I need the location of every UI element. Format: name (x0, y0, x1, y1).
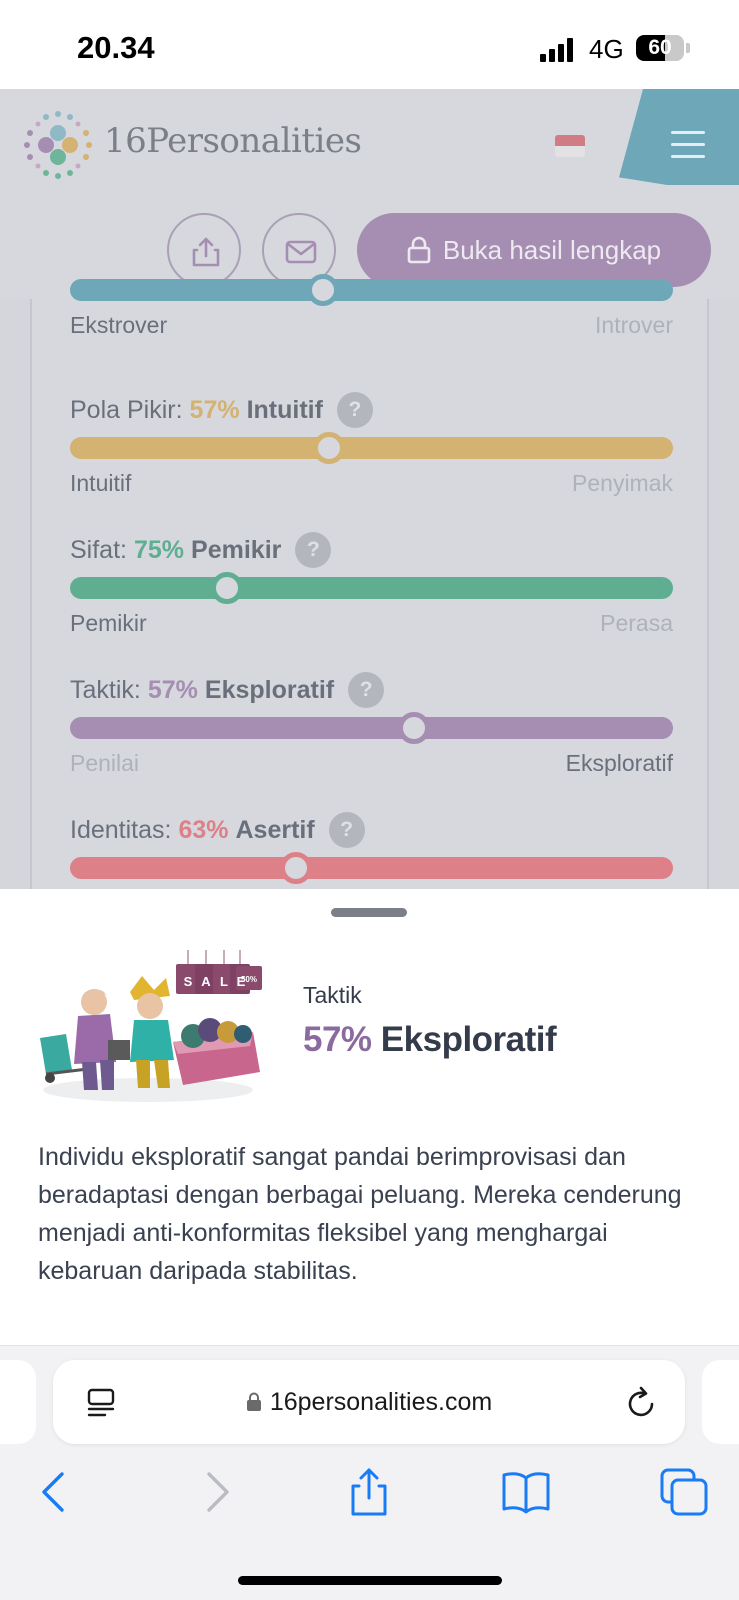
trait-left-label: Penilai (70, 750, 140, 776)
trait-right-label: Penyimak (572, 470, 673, 496)
lock-icon (407, 236, 431, 264)
trait-title: Sifat: 75% Pemikir ? (70, 532, 332, 568)
hamburger-menu-icon[interactable] (671, 131, 705, 159)
signal-icon (540, 38, 576, 62)
sale-letter: L (220, 974, 228, 989)
traits-card: Ekstrover Introver Pola Pikir: 57% Intui… (30, 274, 709, 889)
address-bar[interactable]: 16personalities.com (53, 1360, 685, 1444)
language-flag-icon[interactable] (555, 135, 585, 157)
trait-bar (70, 274, 673, 306)
back-icon[interactable] (30, 1466, 82, 1518)
trait-title: Identitas: 63% Asertif ? (70, 812, 365, 848)
trait-title-label: Pola Pikir: (70, 395, 183, 424)
logo-text[interactable]: 16Personalities (104, 121, 362, 161)
trait-bar (70, 572, 673, 604)
trait-detail-sheet: S A L E 50% Taktik 57% Eksploratif (0, 890, 739, 1346)
trait-knob[interactable] (280, 852, 313, 884)
help-icon[interactable]: ? (328, 812, 365, 848)
sheet-grabber[interactable] (331, 908, 407, 917)
share-button[interactable] (167, 213, 241, 287)
sheet-trait-name: Eksploratif (380, 1020, 557, 1059)
trait-left-label: Pemikir (70, 610, 147, 636)
trait-name: Intuitif (246, 395, 323, 424)
status-bar: 20.34 4G 60 (0, 0, 739, 89)
page-menu-icon[interactable] (85, 1387, 117, 1419)
trait-knob[interactable] (210, 572, 243, 604)
logo-icon[interactable] (22, 109, 94, 181)
sheet-label: Taktik (303, 982, 362, 1008)
unlock-full-results-button[interactable]: Buka hasil lengkap (357, 213, 711, 287)
trait-knob[interactable] (397, 712, 430, 744)
trait-title: Pola Pikir: 57% Intuitif ? (70, 392, 373, 428)
next-tab-preview[interactable] (702, 1360, 739, 1444)
trait-left-label: Ekstrover (70, 312, 168, 338)
status-time: 20.34 (77, 30, 155, 65)
lock-icon (246, 1392, 261, 1411)
sheet-heading: 57% Eksploratif (303, 1020, 557, 1060)
sheet-description: Individu eksploratif sangat pandai berim… (38, 1143, 682, 1285)
share-icon (192, 237, 220, 267)
share-icon[interactable] (343, 1466, 395, 1518)
trait-left-label: Intuitif (70, 470, 132, 496)
sale-letter: A (201, 974, 211, 989)
trait-bar (70, 432, 673, 464)
trait-knob[interactable] (313, 432, 346, 464)
trait-percent: 75% (133, 535, 185, 564)
previous-tab-preview[interactable] (0, 1360, 36, 1444)
help-icon[interactable]: ? (348, 672, 385, 708)
sale-letter: E (237, 974, 246, 989)
trait-right-label: Eksploratif (565, 750, 673, 776)
trait-percent: 57% (147, 675, 198, 704)
reload-icon[interactable] (626, 1386, 658, 1420)
help-icon[interactable]: ? (295, 532, 332, 568)
site-header: 16Personalities Buka hasil lengkap (0, 89, 739, 299)
sale-letter: S (184, 974, 193, 989)
battery-level: 60 (648, 36, 672, 59)
trait-title-label: Taktik: (70, 675, 141, 704)
unlock-label: Buka hasil lengkap (442, 234, 662, 265)
trait-right-label: Perasa (600, 610, 673, 636)
trait-title: Taktik: 57% Eksploratif ? (70, 672, 385, 708)
trait-bar (70, 712, 673, 744)
divider (0, 1345, 739, 1346)
battery-icon: 60 (636, 35, 684, 61)
url-display[interactable]: 16personalities.com (53, 1360, 685, 1444)
forward-icon[interactable] (189, 1466, 241, 1518)
home-indicator[interactable] (238, 1576, 502, 1585)
trait-percent: 57% (189, 395, 240, 424)
sale-badge: 50% (241, 975, 257, 984)
help-icon[interactable]: ? (336, 392, 373, 428)
tabs-icon[interactable] (658, 1466, 710, 1518)
trait-title-label: Sifat: (70, 535, 127, 564)
trait-knob[interactable] (307, 274, 340, 306)
shopping-people-illustration: S A L E 50% (40, 950, 262, 1102)
bookmarks-icon[interactable] (500, 1466, 552, 1518)
browser-toolbar: 16personalities.com (0, 1346, 739, 1600)
network-type: 4G (589, 34, 624, 64)
trait-right-label: Introver (595, 312, 673, 338)
mail-icon (285, 240, 317, 264)
sheet-percent: 57% (303, 1020, 372, 1059)
menu-corner (619, 89, 739, 185)
trait-name: Eksploratif (204, 675, 335, 704)
trait-name: Asertif (235, 815, 315, 844)
trait-percent: 63% (178, 815, 229, 844)
trait-bar (70, 852, 673, 884)
url-text: 16personalities.com (269, 1388, 493, 1416)
trait-title-label: Identitas: (70, 815, 172, 844)
trait-name: Pemikir (191, 535, 282, 564)
page-content: 16Personalities Buka hasil lengkap (0, 89, 739, 889)
battery-tip (686, 43, 690, 53)
